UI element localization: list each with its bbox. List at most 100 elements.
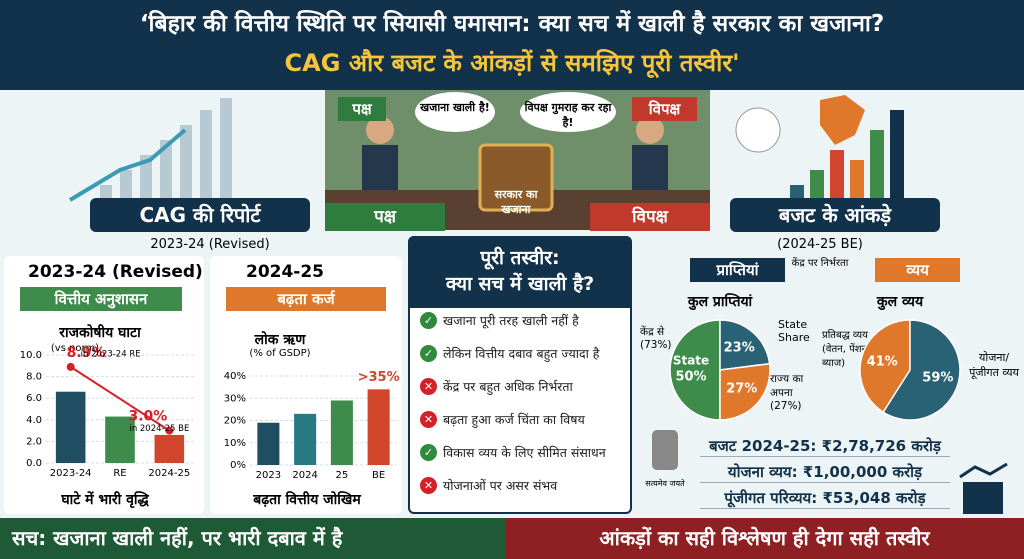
chart-title: राजकोषीय घाटा	[59, 325, 141, 341]
y-tick-label: 0%	[230, 460, 246, 471]
title: ‘बिहार की वित्तीय स्थिति पर सियासी घमासा…	[139, 11, 885, 37]
summary-text: खजाना पूरी तरह खाली नहीं है	[443, 313, 579, 328]
pie-outer-label: प्रतिबद्ध व्यय (वेतन, पेंशन, ब्याज)	[822, 330, 871, 369]
bar	[257, 422, 280, 465]
cross-icon: ✕	[420, 411, 437, 428]
summary-text: विकास व्यय के लिए सीमित संसाधन	[443, 445, 606, 460]
chest-label: सरकार का खजाना	[494, 188, 538, 216]
bar	[367, 389, 390, 465]
period: (2024-25 BE)	[777, 237, 863, 252]
dependence: केंद्र पर निर्भरता	[791, 258, 849, 269]
x-tick-label: 2024-25	[148, 468, 190, 479]
y-tick-label: 30%	[224, 393, 246, 404]
budget-figure: बजट 2024-25: ₹2,78,726 करोड़	[700, 436, 950, 457]
y-tick-label: 10%	[224, 438, 246, 449]
budget-tag: प्राप्तियां	[690, 258, 785, 282]
person	[366, 116, 394, 144]
summary-item: ✕ केंद्र पर बहुत अधिक निर्भरता	[420, 378, 620, 395]
y-tick-label: 10.0	[20, 350, 42, 361]
speech-text: खजाना खाली है!	[420, 101, 490, 114]
chart-subtitle: (vs norm)	[50, 343, 100, 354]
footer-right: आंकड़ों का सही विश्लेषण ही देगा सही तस्व…	[505, 518, 1024, 559]
period: 2023-24 (Revised)	[150, 237, 270, 252]
scene-tag: पक्ष	[338, 97, 386, 121]
slice-label: 50%	[675, 370, 706, 385]
emblem	[735, 107, 781, 153]
summary-title: पूरी तस्वीर:	[480, 247, 560, 269]
speech-bubble	[415, 92, 495, 132]
summary-text: केंद्र पर बहुत अधिक निर्भरता	[443, 379, 573, 394]
panel-tag: बढ़ता कर्ज	[226, 287, 386, 311]
emblem-caption: सत्यमेव जयते	[645, 479, 685, 488]
bar	[294, 413, 317, 465]
bar	[330, 400, 353, 465]
trend-point	[165, 426, 174, 435]
header: ‘बिहार की वित्तीय स्थिति पर सियासी घमासा…	[0, 0, 1024, 90]
y-tick-label: 8.0	[26, 372, 42, 383]
speech-bubble	[520, 92, 616, 132]
y-tick-label: 40%	[224, 371, 246, 382]
trend-label: 8.9%	[67, 345, 106, 361]
annotation: >35%	[358, 370, 400, 385]
bar-chart: 0% 10% 20% 30% 40% 2023 2024 25 BE >35%	[224, 370, 400, 481]
pie-title: कुल प्राप्तियां	[687, 294, 753, 310]
slice-label: 27%	[726, 382, 757, 397]
bar	[55, 391, 86, 463]
trend-note: in 2023-24 RE	[81, 349, 141, 359]
scene-label: पक्ष	[325, 203, 445, 231]
cross-icon: ✕	[420, 477, 437, 494]
x-tick-label: 2023-24	[50, 468, 92, 479]
slice-label: 23%	[724, 341, 755, 356]
summary-text: बढ़ता हुआ कर्ज चिंता का विषय	[443, 412, 585, 427]
slice-label: 41%	[867, 354, 898, 369]
summary-title: क्या सच में खाली है?	[445, 273, 595, 295]
chart-footer: घाटे में भारी वृद्धि	[61, 492, 149, 508]
trend-point	[66, 362, 75, 371]
budget-tag: व्यय	[875, 258, 960, 282]
india-map	[820, 95, 865, 145]
x-tick-label: 25	[336, 470, 349, 481]
check-icon: ✓	[420, 444, 437, 461]
pie-slice	[669, 319, 721, 421]
trend-label: 3.0%	[129, 409, 168, 425]
summary-item: ✕ योजनाओं पर असर संभव	[420, 477, 620, 494]
check-icon: ✓	[420, 312, 437, 329]
budget-figure: योजना व्यय: ₹1,00,000 करोड़	[700, 462, 950, 483]
slice-name: State	[673, 354, 709, 368]
cross-icon: ✕	[420, 378, 437, 395]
section-banner: CAG की रिपोर्ट	[90, 198, 310, 232]
section-banner: बजट के आंकड़े	[730, 198, 940, 232]
pie-slice	[882, 319, 961, 421]
pie-outer-label: राज्य का अपना (27%)	[770, 373, 804, 412]
bar	[105, 416, 135, 463]
panel-year: 2023-24 (Revised)	[28, 262, 203, 282]
x-tick-label: RE	[113, 468, 126, 479]
person	[632, 145, 668, 190]
pie-outer-label: केंद्र से (73%)	[640, 326, 672, 351]
x-tick-label: 2024	[292, 470, 317, 481]
scene-tag: विपक्ष	[632, 97, 697, 121]
decor-arrow	[68, 128, 187, 202]
chart-title: लोक ऋण	[254, 332, 306, 348]
scene-label: विपक्ष	[590, 203, 710, 231]
emblem	[652, 430, 678, 470]
person	[636, 116, 664, 144]
panel-tag: वित्तीय अनुशासन	[20, 287, 182, 311]
treasure-chest	[478, 143, 554, 212]
trend-line	[70, 366, 170, 432]
y-tick-label: 4.0	[26, 415, 42, 426]
y-tick-label: 6.0	[26, 393, 42, 404]
x-tick-label: BE	[372, 470, 385, 481]
subtitle: CAG और बजट के आंकड़ों से समझिए पूरी तस्व…	[284, 49, 740, 77]
panel-year: 2024-25	[245, 262, 325, 282]
x-tick-label: 2023	[256, 470, 281, 481]
speech-text: विपक्ष गुमराह कर रहा है!	[524, 101, 612, 129]
pie-outer-label: State Share	[778, 318, 810, 344]
summary-item: ✓ लेकिन वित्तीय दबाव बहुत ज्यादा है	[420, 345, 620, 362]
budget-figure: पूंजीगत परिव्यय: ₹53,048 करोड़	[700, 488, 950, 509]
pie-slice	[719, 362, 771, 421]
summary-item: ✕ बढ़ता हुआ कर्ज चिंता का विषय	[420, 411, 620, 428]
pie-outer-label: योजना/ पूंजीगत व्यय	[969, 351, 1019, 379]
summary-item: ✓ खजाना पूरी तरह खाली नहीं है	[420, 312, 620, 329]
